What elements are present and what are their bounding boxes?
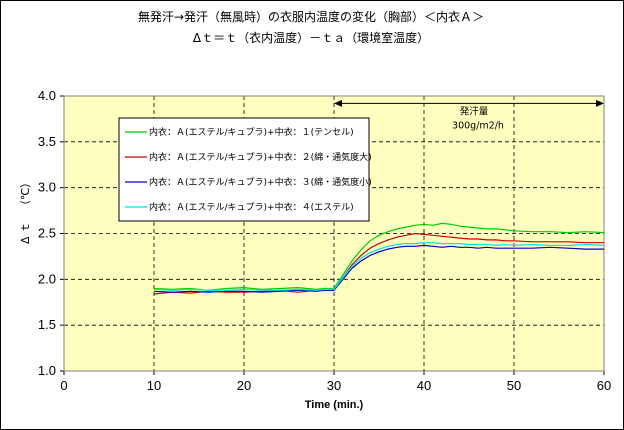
legend: 内衣：Ａ(エステル/キュプラ)+中衣：１(テンセル) 内衣：Ａ(エステル/キュプ… bbox=[118, 117, 372, 222]
x-tick-label: 60 bbox=[597, 378, 611, 393]
y-tick-label: 2.0 bbox=[38, 271, 56, 286]
x-axis-title: Time (min.) bbox=[305, 399, 364, 411]
legend-label: 内衣：Ａ(エステル/キュプラ)+中衣：２(綿・通気度大) bbox=[149, 151, 372, 163]
x-tick-label: 10 bbox=[147, 378, 161, 393]
x-tick-label: 40 bbox=[417, 378, 431, 393]
series-line-2 bbox=[153, 232, 604, 295]
legend-label: 内衣：Ａ(エステル/キュプラ)+中衣：４(エステル) bbox=[149, 201, 354, 213]
legend-item: 内衣：Ａ(エステル/キュプラ)+中衣：２(綿・通気度大) bbox=[125, 151, 372, 163]
y-axis-title: Δ ｔ bbox=[19, 222, 32, 244]
y-tick-label: 1.5 bbox=[38, 317, 56, 332]
x-tick-label: 30 bbox=[327, 378, 341, 393]
series-line-1 bbox=[153, 222, 605, 291]
legend-item: 内衣：Ａ(エステル/キュプラ)+中衣：４(エステル) bbox=[125, 201, 354, 213]
y-tick-label: 4.0 bbox=[38, 88, 56, 103]
sweat-rate-label: 発汗量 bbox=[460, 105, 489, 117]
sweat-rate-value: 300g/m2/h bbox=[452, 120, 504, 131]
y-tick-label: 3.5 bbox=[38, 134, 56, 149]
y-tick-label: 1.0 bbox=[38, 363, 56, 378]
legend-item: 内衣：Ａ(エステル/キュプラ)+中衣：１(テンセル) bbox=[125, 126, 354, 138]
x-tick-label: 20 bbox=[237, 378, 251, 393]
series-line-3 bbox=[153, 244, 604, 293]
chart-title-line1: 無発汗→発汗（無風時）の衣服内温度の変化（胸部）＜内衣Ａ＞ bbox=[138, 9, 484, 24]
y-tick-label: 3.0 bbox=[38, 180, 56, 195]
arrow-right-head bbox=[596, 99, 604, 107]
legend-item: 内衣：Ａ(エステル/キュプラ)+中衣：３(綿・通気度小) bbox=[125, 176, 372, 188]
legend-label: 内衣：Ａ(エステル/キュプラ)+中衣：１(テンセル) bbox=[149, 126, 354, 138]
arrow-left-head bbox=[334, 99, 342, 107]
legend-label: 内衣：Ａ(エステル/キュプラ)+中衣：３(綿・通気度小) bbox=[149, 176, 372, 188]
y-tick-label: 2.5 bbox=[38, 226, 56, 241]
x-tick-label: 50 bbox=[507, 378, 521, 393]
plot-border bbox=[63, 95, 605, 372]
series-line-4 bbox=[153, 242, 605, 291]
legend-box bbox=[118, 117, 370, 222]
y-axis-unit: （℃） bbox=[19, 177, 32, 211]
sweat-period-annotation: 発汗量 300g/m2/h bbox=[334, 99, 604, 131]
y-axis-unit-label: （℃） bbox=[19, 177, 32, 211]
axis-layer: 1.0 1.5 2.0 2.5 3.0 3.5 4.0 0 10 20 30 40 50 60 bbox=[38, 88, 611, 393]
chart-title-line2: Δｔ＝ｔ（衣内温度）－ｔａ（環境室温度） bbox=[193, 30, 429, 45]
x-tick-label: 0 bbox=[60, 378, 67, 393]
series-layer bbox=[153, 222, 605, 295]
y-axis-title-main: Δ ｔ bbox=[19, 222, 32, 244]
